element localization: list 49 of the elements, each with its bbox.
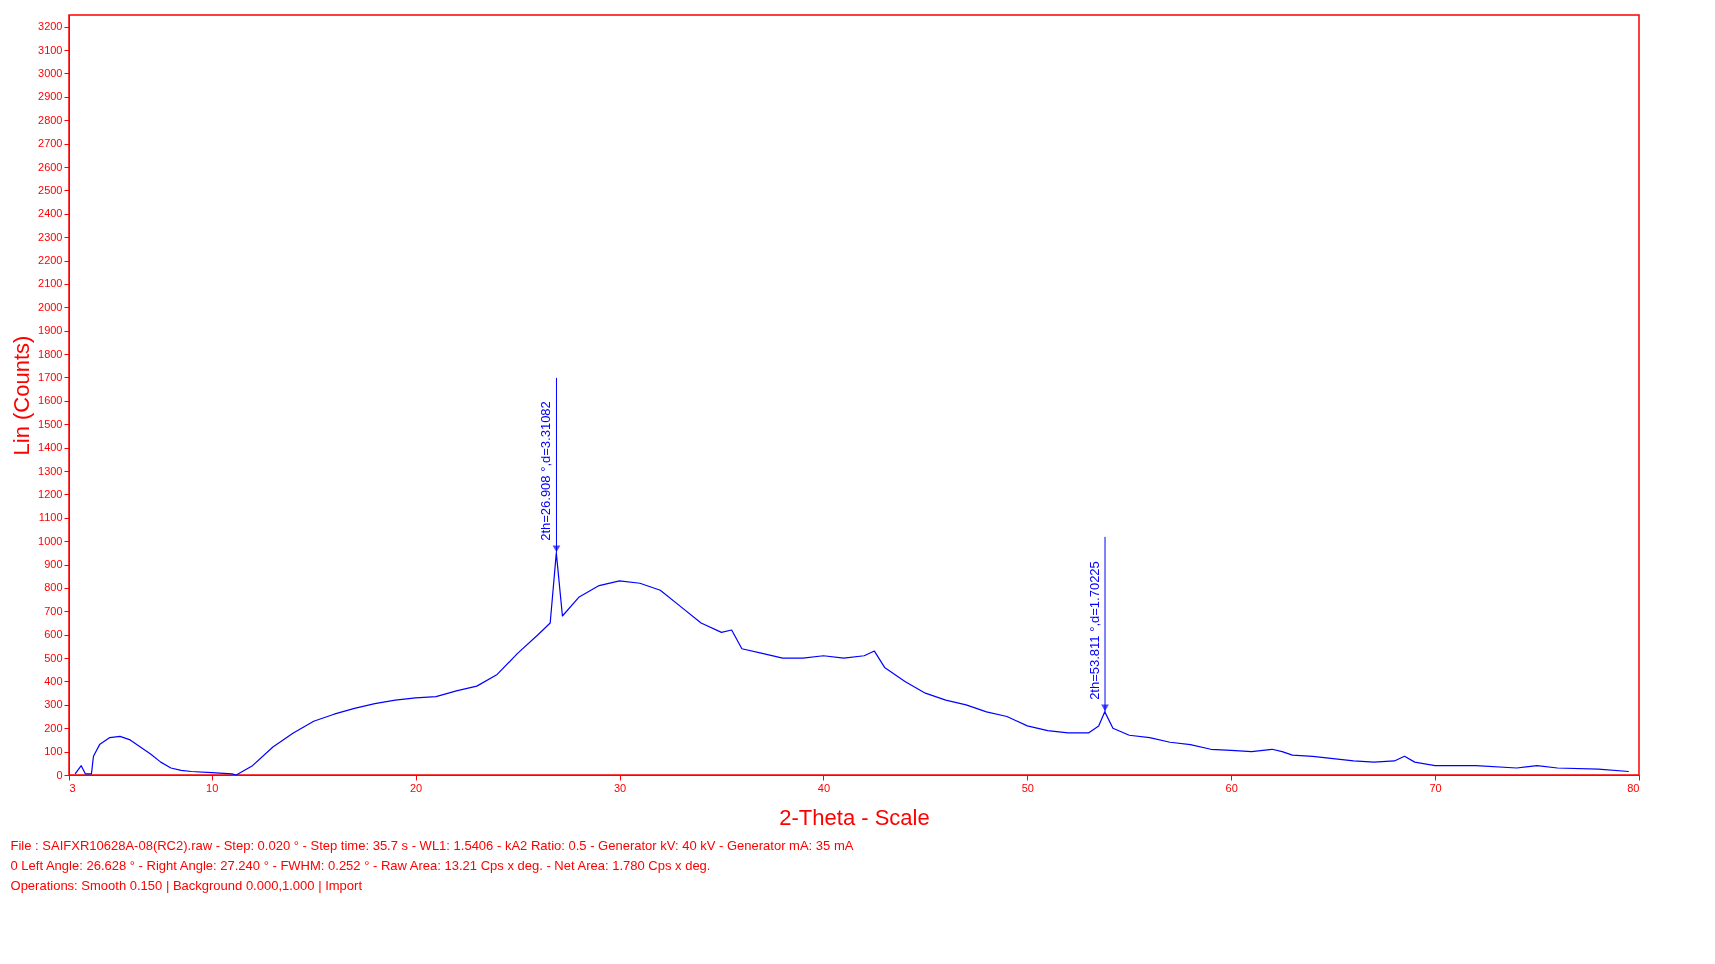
y-tick-label: 1400	[38, 441, 63, 454]
y-tick-label: 1900	[38, 324, 63, 337]
y-tick-label: 1100	[38, 511, 63, 524]
y-tick-label: 1300	[38, 464, 63, 477]
y-tick-label: 2400	[38, 207, 63, 220]
y-tick-label: 1700	[38, 370, 63, 383]
y-tick-label: 100	[44, 745, 63, 758]
y-tick-label: 2800	[38, 113, 63, 126]
y-tick-label: 0	[56, 768, 63, 781]
y-tick-label: 3000	[38, 66, 63, 79]
y-tick-label: 2200	[38, 254, 63, 267]
x-tick-label: 50	[1021, 781, 1034, 794]
y-tick-label: 2300	[38, 230, 63, 243]
text: Operations: Smooth 0.150 | Background 0.000,1.000 | Import	[10, 878, 363, 893]
y-axis-title: Lin (Counts)	[9, 335, 35, 456]
y-tick-label: 500	[44, 651, 63, 664]
x-tick-label: 60	[1225, 781, 1238, 794]
y-tick-label: 600	[44, 628, 63, 641]
y-tick-label: 2100	[38, 277, 63, 290]
x-tick-label: 80	[1627, 781, 1640, 794]
text: File : SAIFXR10628A-08(RC2).raw - Step: 0.020 ° - Step time: 35.7 s - WL1: 1.5406 - kA2 Ratio: 0.5 - Generator kV: 40 kV - Generator mA: 35 mA	[10, 838, 854, 853]
x-tick-label: 3	[69, 781, 76, 794]
x-axis-title: 2-Theta - Scale	[779, 804, 930, 830]
y-tick-label: 2000	[38, 300, 63, 313]
y-tick-label: 1500	[38, 417, 63, 430]
y-tick-label: 900	[44, 558, 63, 571]
y-tick-label: 2900	[38, 90, 63, 103]
y-tick-label: 2500	[38, 183, 63, 196]
y-tick-label: 400	[44, 674, 63, 687]
x-tick-label: 20	[410, 781, 423, 794]
y-tick-label: 300	[44, 698, 63, 711]
annotation: 2th=53.811 °,d=1.70225	[1087, 561, 1103, 700]
y-tick-label: 1800	[38, 347, 63, 360]
y-tick-label: 200	[44, 721, 63, 734]
x-tick-label: 30	[613, 781, 627, 794]
y-tick-label: 1200	[38, 487, 63, 500]
x-tick-label: 40	[817, 781, 831, 794]
x-tick-label: 10	[206, 781, 219, 794]
annotation: 2th=26.908 °,d=3.31082	[538, 401, 554, 541]
y-tick-label: 700	[44, 604, 63, 617]
y-tick-label: 3100	[38, 43, 63, 56]
y-tick-label: 2600	[38, 160, 63, 173]
text: 0 Left Angle: 26.628 ° - Right Angle: 27.240 ° - FWHM: 0.252 ° - Raw Area: 13.21 Cps x deg. - Net Area: 1.780 Cps x deg.	[10, 858, 711, 873]
y-tick-label: 2700	[38, 137, 63, 150]
y-tick-label: 800	[44, 581, 63, 594]
y-tick-label: 1600	[38, 394, 63, 407]
x-tick-label: 70	[1429, 781, 1442, 794]
y-tick-label: 3200	[38, 20, 63, 33]
y-tick-label: 1000	[38, 534, 63, 547]
